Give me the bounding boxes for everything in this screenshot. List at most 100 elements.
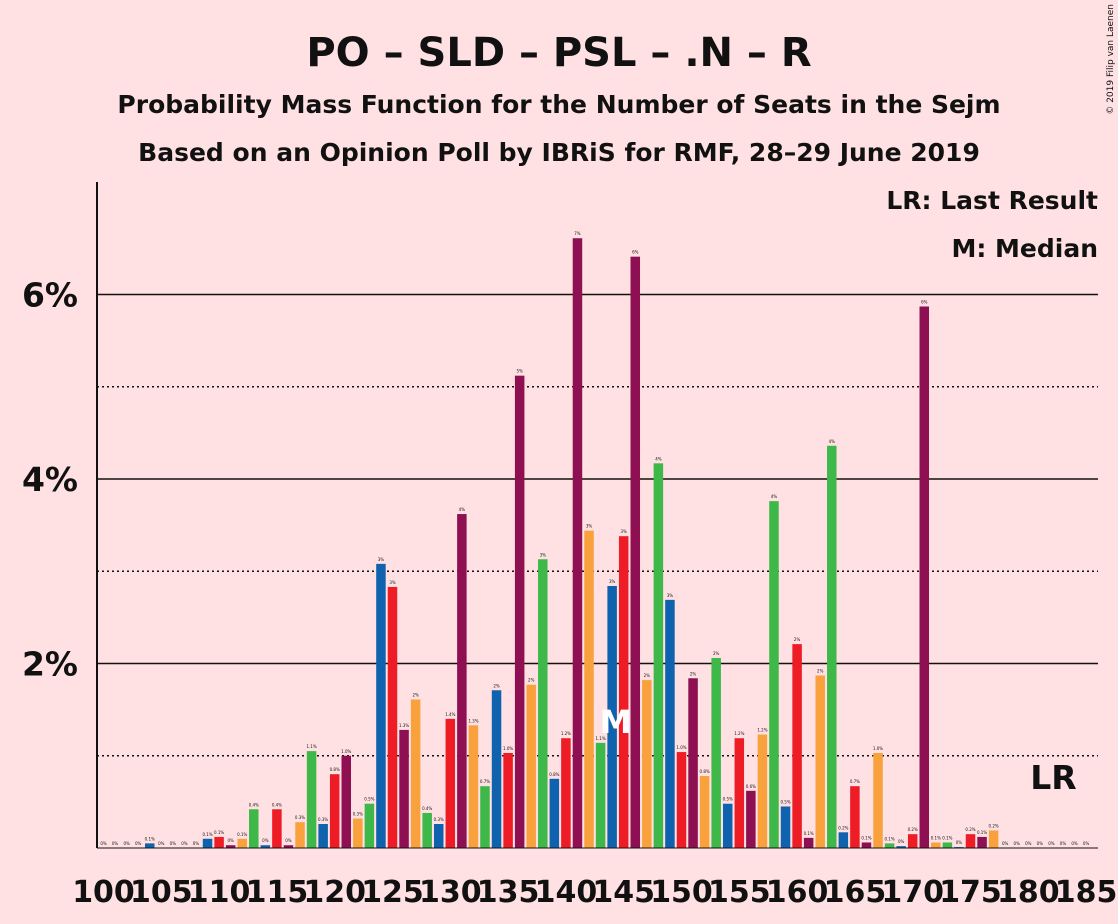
bar-value-label: 2%	[713, 651, 720, 656]
bar-value-label: 1.2%	[734, 731, 744, 736]
bar-value-label: 0.1%	[202, 832, 212, 837]
bar-value-label: 0%	[898, 839, 905, 844]
bar	[838, 832, 849, 848]
bar-value-label: 0.2%	[838, 825, 848, 830]
bar-value-label: 0%	[100, 841, 107, 846]
bar	[480, 786, 490, 848]
bar	[584, 530, 594, 848]
bar-value-label: 7%	[574, 231, 581, 236]
bar-value-label: 3%	[540, 552, 547, 557]
bar	[329, 774, 340, 848]
bar	[850, 786, 860, 848]
bar-value-label: 0%	[112, 841, 119, 846]
bar-value-label: 0.3%	[295, 815, 305, 820]
bar-value-label: 0%	[1037, 841, 1044, 846]
bar-value-label: 1.0%	[503, 746, 513, 751]
bar	[295, 822, 305, 848]
bar-value-label: 0.7%	[480, 779, 490, 784]
bar-value-label: 0%	[1060, 841, 1067, 846]
bar-value-label: 0.2%	[989, 823, 999, 828]
bar	[746, 790, 756, 848]
x-tick-label: 110	[188, 875, 251, 910]
bar	[734, 738, 745, 848]
bar	[722, 803, 733, 848]
bar-value-label: 0%	[227, 838, 234, 843]
bar-value-label: 0.2%	[965, 827, 975, 832]
bar	[699, 776, 710, 848]
bar-value-label: 0.1%	[214, 830, 224, 835]
bar-value-label: 3%	[621, 529, 628, 534]
bar	[283, 845, 294, 848]
bar-value-label: 1.1%	[595, 736, 605, 741]
bar	[618, 536, 629, 848]
bar-value-label: 0.1%	[861, 835, 871, 840]
bar	[399, 729, 409, 848]
bar-value-label: 6%	[921, 299, 928, 304]
bar	[457, 514, 467, 848]
bar-value-label: 0.4%	[249, 802, 259, 807]
bar-value-label: 0%	[1002, 841, 1009, 846]
bar	[942, 842, 953, 848]
bar	[919, 306, 930, 848]
bar-value-label: 4%	[771, 494, 778, 499]
bar	[965, 834, 976, 848]
bar-value-label: 2%	[528, 678, 535, 683]
bar-value-label: 2%	[817, 668, 824, 673]
bar-value-label: 0.3%	[353, 811, 363, 816]
bar-value-label: 0%	[262, 838, 269, 843]
bar	[630, 256, 641, 848]
bar	[318, 824, 328, 848]
bar-value-label: 0%	[1014, 841, 1021, 846]
bar-value-label: 0%	[956, 840, 963, 845]
bar-value-label: 1.1%	[306, 744, 316, 749]
x-tick-labels: 1001051101151201251301351401451501551601…	[72, 875, 1117, 910]
chart-title: PO – SLD – PSL – .N – R	[306, 30, 811, 76]
bar	[225, 845, 236, 848]
last-result-marker: LR	[1030, 758, 1076, 797]
bar-value-label: 0.8%	[330, 767, 340, 772]
bar-value-label: 0.5%	[364, 797, 374, 802]
bar	[780, 806, 791, 848]
bar	[803, 837, 814, 848]
bar-value-label: 0.5%	[723, 797, 733, 802]
bar	[688, 678, 698, 848]
bar-value-label: 3%	[667, 593, 674, 598]
bar	[896, 846, 906, 848]
bar-value-label: 0%	[123, 841, 130, 846]
bar	[538, 559, 548, 848]
bar-value-label: 0.1%	[977, 830, 987, 835]
y-tick-labels: 2% 4% 6%	[22, 276, 78, 684]
y-tick-label: 6%	[22, 276, 78, 315]
bar	[260, 845, 271, 848]
x-tick-label: 155	[708, 875, 771, 910]
bar-value-label: 3%	[378, 557, 385, 562]
bar	[572, 238, 583, 849]
bar	[364, 803, 375, 848]
bar	[410, 699, 421, 848]
bar	[202, 838, 213, 848]
bar	[503, 752, 513, 848]
x-tick-label: 185	[1055, 875, 1118, 910]
bar-value-label: 0.1%	[145, 836, 155, 841]
bar-value-label: 3%	[609, 579, 616, 584]
bar	[665, 599, 675, 848]
bar-value-label: 0.3%	[318, 817, 328, 822]
x-tick-label: 135	[477, 875, 540, 910]
bar-value-label: 0.7%	[850, 779, 860, 784]
bar-value-label: 1.0%	[873, 746, 883, 751]
bar-value-label: 4%	[459, 507, 466, 512]
bar-value-label: 3%	[586, 524, 593, 529]
bar	[988, 830, 999, 848]
x-tick-label: 115	[246, 875, 309, 910]
chart-subtitle: Probability Mass Function for the Number…	[117, 90, 1000, 119]
x-tick-label: 160	[766, 875, 829, 910]
bar-value-label: 6%	[632, 250, 639, 255]
bars	[144, 238, 999, 849]
bar-value-label: 0%	[193, 841, 200, 846]
bar	[873, 752, 883, 848]
bar	[237, 838, 247, 848]
bar	[526, 684, 536, 848]
bar	[815, 675, 825, 848]
bar	[387, 586, 398, 848]
bar	[144, 843, 155, 848]
